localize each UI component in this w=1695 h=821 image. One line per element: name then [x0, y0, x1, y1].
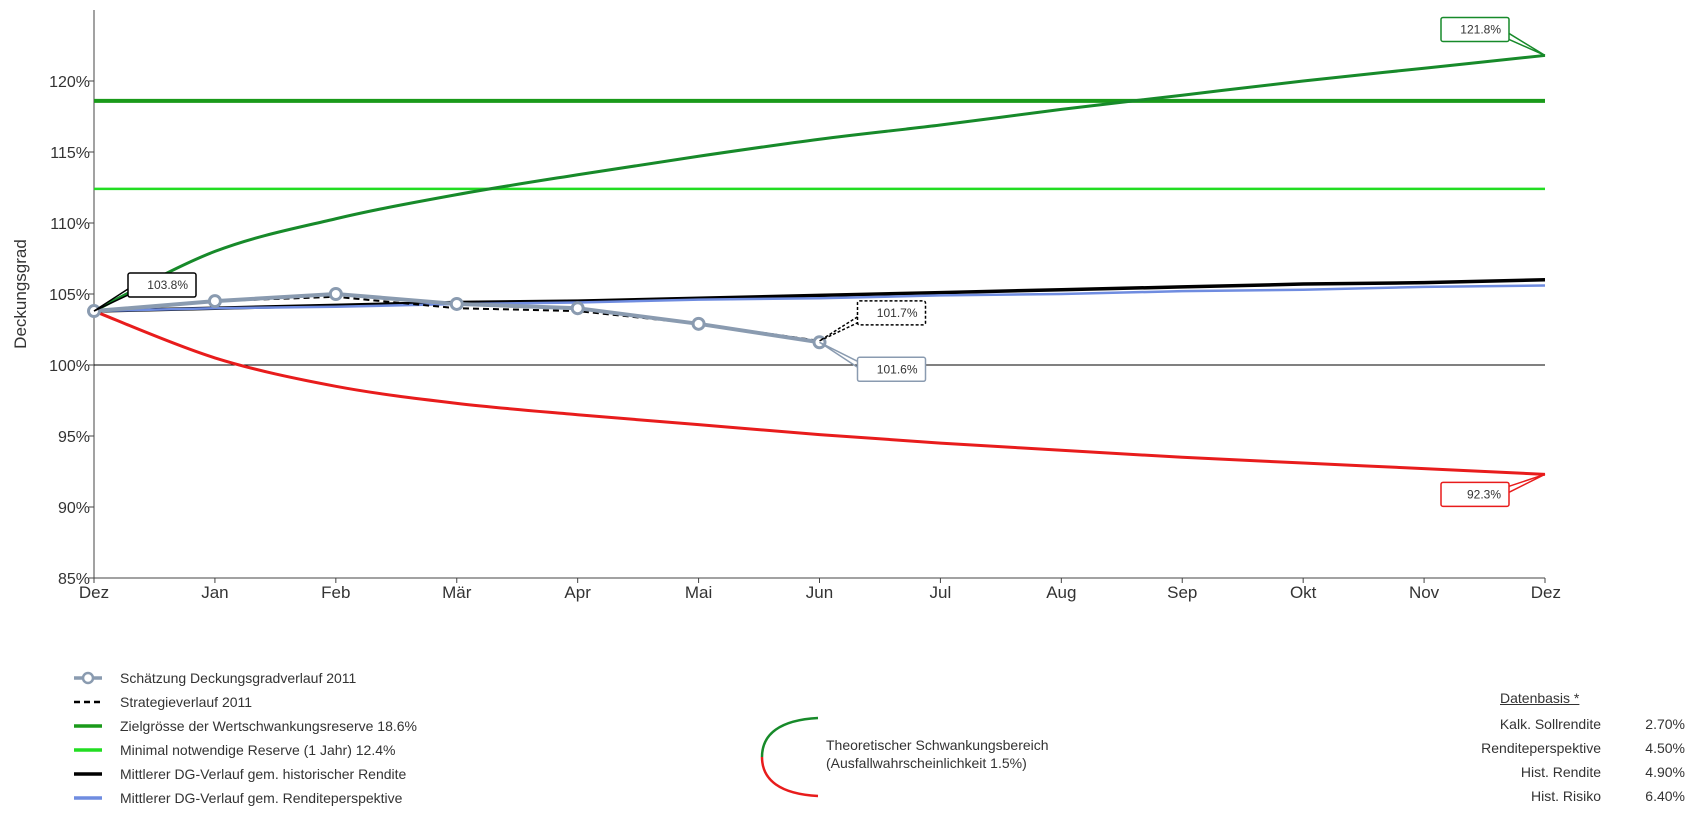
band-legend-line2: (Ausfallwahrscheinlichkeit 1.5%)	[826, 755, 1027, 771]
datenbasis-row: Kalk. Sollrendite 2.70%	[1400, 716, 1685, 738]
band-legend-line1: Theoretischer Schwankungsbereich	[826, 737, 1049, 753]
band-legend-upper-arc	[760, 716, 819, 758]
datenbasis-label: Hist. Rendite	[1520, 764, 1601, 780]
y-tick-label: 115%	[50, 145, 90, 162]
x-tick-label: Okt	[1290, 583, 1317, 602]
datenbasis-value: 6.40%	[1645, 788, 1685, 804]
legend-item: Mittlerer DG-Verlauf gem. historischer R…	[70, 762, 590, 786]
band-legend-arc-icon	[760, 716, 819, 798]
callout-label: 101.6%	[877, 362, 918, 376]
callout-label: 92.3%	[1467, 487, 1501, 501]
callout-box	[856, 300, 927, 326]
series-schaetzung-point	[328, 287, 343, 301]
datenbasis-row: Hist. Rendite 4.90%	[1400, 764, 1685, 786]
callout-pointer	[93, 288, 129, 312]
legend-label: Mittlerer DG-Verlauf gem. Renditeperspek…	[120, 790, 403, 806]
callout-box	[127, 272, 197, 298]
x-tick-label: Mai	[685, 583, 712, 602]
legend-label: Minimal notwendige Reserve (1 Jahr) 12.4…	[120, 742, 396, 758]
datenbasis-label: Renditeperspektive	[1481, 740, 1601, 756]
callout-pointer	[819, 341, 858, 368]
datenbasis-title: Datenbasis *	[1500, 690, 1580, 706]
x-tick-label: Dez	[79, 583, 109, 602]
x-tick-label: Apr	[564, 583, 591, 602]
x-tick-label: Jul	[930, 583, 952, 602]
series-hist	[93, 278, 1546, 313]
series-lower	[93, 309, 1546, 476]
legend-label: Mittlerer DG-Verlauf gem. historischer R…	[120, 766, 407, 782]
callout-box	[856, 356, 927, 383]
legend-item: Schätzung Deckungsgradverlauf 2011	[70, 666, 590, 690]
legend-swatch-icon	[74, 748, 102, 752]
band-legend: Theoretischer Schwankungsbereich (Ausfal…	[760, 712, 1160, 802]
x-tick-label: Sep	[1167, 583, 1197, 602]
series-schaetzung-point	[691, 316, 706, 331]
datenbasis-value: 4.90%	[1645, 764, 1685, 780]
band-legend-text: Theoretischer Schwankungsbereich (Ausfal…	[826, 736, 1049, 772]
datenbasis-label: Kalk. Sollrendite	[1499, 716, 1601, 732]
legend-label: Strategieverlauf 2011	[120, 694, 253, 710]
y-tick-label: 90%	[58, 500, 90, 517]
chart-series	[87, 53, 1546, 476]
series-schaetzung-point	[207, 294, 222, 309]
x-tick-label: Jun	[806, 583, 833, 602]
x-tick-label: Aug	[1046, 583, 1076, 602]
callout-pointer	[1508, 32, 1546, 57]
callout-box	[1440, 16, 1510, 43]
legend-swatch-icon	[74, 700, 102, 704]
legend-swatch-icon	[74, 796, 102, 800]
x-tick-label: Feb	[321, 583, 350, 602]
callout: 121.8%	[1440, 16, 1546, 57]
x-tick-label: Dez	[1531, 583, 1561, 602]
datenbasis-label: Hist. Risiko	[1530, 788, 1601, 804]
datenbasis-row: Hist. Risiko 6.40%	[1400, 788, 1685, 810]
callout-pointer	[819, 316, 858, 342]
chart-callouts: 121.8% 92.3% 103.8% 101.7% 101.6%	[93, 16, 1546, 508]
legend-item: Strategieverlauf 2011	[70, 690, 590, 714]
y-tick-label: 100%	[49, 358, 90, 375]
legend-swatch-icon	[74, 772, 102, 776]
callout-label: 121.8%	[1460, 22, 1501, 36]
chart-axes: 85% 90% 95% 100% 105% 110% 115% 120% Dez Jan Feb Mä…	[11, 10, 1561, 602]
legend-swatch-icon	[74, 724, 102, 728]
datenbasis-value: 2.70%	[1645, 716, 1685, 732]
chart-area: 85% 90% 95% 100% 105% 110% 115% 120% Dez Jan Feb Mä…	[11, 10, 1561, 602]
y-tick-label: 85%	[58, 571, 90, 588]
series-schaetzung-point	[570, 301, 585, 316]
callout: 101.6%	[819, 341, 927, 383]
callout-box	[1440, 481, 1510, 508]
callout: 103.8%	[93, 272, 197, 312]
datenbasis-row: Renditeperspektive 4.50%	[1400, 740, 1685, 762]
datenbasis-value: 4.50%	[1645, 740, 1685, 756]
legend-label: Zielgrösse der Wertschwankungsreserve 18…	[120, 718, 417, 734]
callout-label: 101.7%	[877, 306, 918, 320]
band-legend-lower-arc	[760, 756, 819, 798]
callout-pointer	[1508, 473, 1546, 494]
x-tick-label: Mär	[442, 583, 472, 602]
legend-item: Mittlerer DG-Verlauf gem. Renditeperspek…	[70, 786, 590, 810]
x-tick-label: Jan	[201, 583, 228, 602]
series-schaetzung-point	[449, 296, 464, 311]
series-rendite	[93, 284, 1546, 313]
legend-item: Zielgrösse der Wertschwankungsreserve 18…	[70, 714, 590, 738]
x-tick-label: Nov	[1409, 583, 1440, 602]
legend-item: Minimal notwendige Reserve (1 Jahr) 12.4…	[70, 738, 590, 762]
legend: Schätzung Deckungsgradverlauf 2011 Strate…	[70, 666, 590, 810]
legend-label: Schätzung Deckungsgradverlauf 2011	[120, 670, 357, 686]
series-upper	[93, 53, 1546, 313]
callout: 101.7%	[819, 300, 927, 342]
y-axis-label: Deckungsgrad	[11, 239, 30, 349]
legend-swatch-icon	[74, 671, 102, 685]
y-tick-label: 95%	[58, 429, 90, 446]
y-tick-label: 110%	[50, 216, 90, 233]
callout: 92.3%	[1440, 473, 1546, 508]
y-tick-label: 120%	[49, 74, 90, 91]
callout-label: 103.8%	[147, 278, 188, 292]
y-tick-label: 105%	[49, 287, 90, 304]
